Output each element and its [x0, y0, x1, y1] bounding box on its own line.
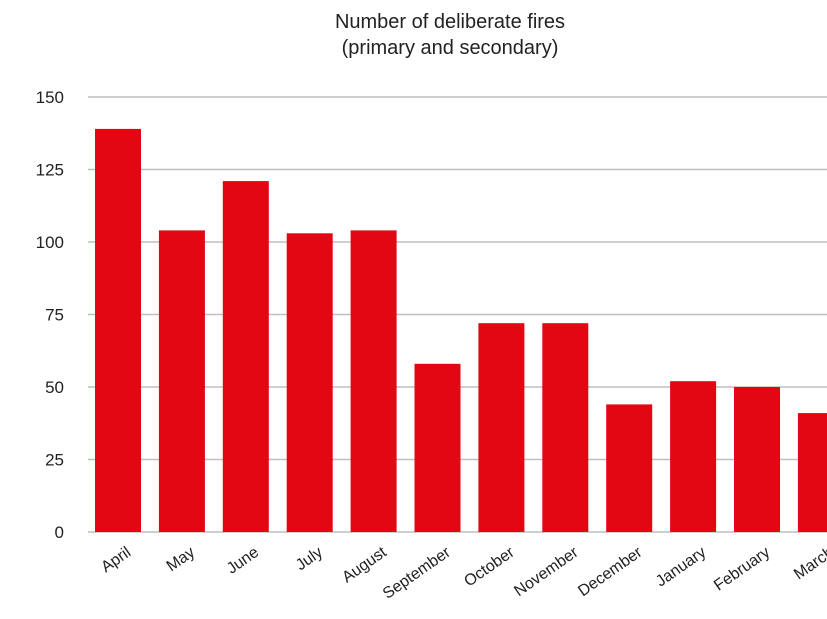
x-tick-label-november: November: [511, 543, 582, 600]
y-tick-label: 25: [45, 451, 64, 470]
x-tick-label-october: October: [461, 543, 518, 590]
x-tick-label-april: April: [98, 544, 134, 576]
x-tick-label-august: August: [339, 544, 390, 587]
x-tick-label-july: July: [293, 544, 326, 574]
bar-november: [542, 323, 589, 532]
x-tick-label-january: January: [653, 544, 709, 591]
bar-august: [350, 230, 397, 532]
chart-title-line-2: (primary and secondary): [341, 37, 559, 59]
bar-january: [670, 381, 717, 532]
chart-title-line-1: Number of deliberate fires: [334, 11, 566, 33]
bar-december: [606, 404, 653, 532]
bar-october: [478, 323, 525, 532]
x-tick-label-june: June: [224, 544, 262, 578]
bar-september: [414, 363, 461, 532]
bar-april: [95, 128, 141, 532]
y-tick-label: 50: [45, 378, 64, 397]
x-tick-label-december: December: [575, 543, 646, 600]
bars-layer: [95, 128, 827, 533]
bar-february: [734, 387, 780, 532]
y-tick-label: 0: [55, 523, 64, 542]
y-axis-labels: 0 25 50 75 100 125 150: [36, 88, 64, 542]
y-tick-label: 150: [36, 88, 64, 107]
bar-may: [158, 230, 205, 532]
y-tick-label: 100: [36, 233, 64, 252]
y-tick-label: 125: [36, 161, 64, 180]
bar-march: [797, 413, 827, 532]
bar-june: [222, 181, 269, 532]
y-tick-label: 75: [45, 306, 64, 325]
x-tick-label-february: February: [711, 544, 773, 595]
x-tick-label-september: September: [380, 543, 454, 602]
x-tick-label-march: March: [791, 544, 827, 583]
x-tick-label-may: May: [164, 544, 199, 575]
bar-july: [286, 233, 333, 533]
